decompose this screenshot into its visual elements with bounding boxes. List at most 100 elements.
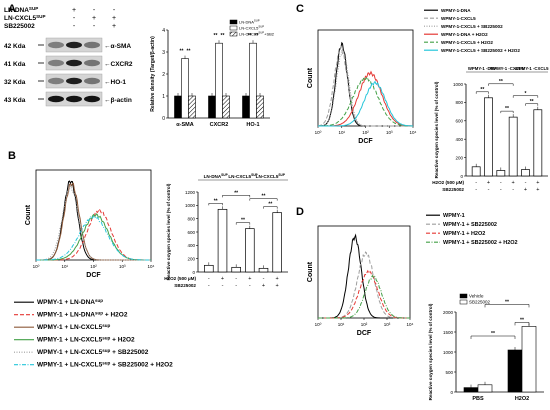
y-axis-label: Reactive oxygen species level (% of cont… (428, 303, 433, 400)
legend-entry: LN-CXCL5SUP (239, 25, 264, 31)
x-tick-label: 10³ (384, 322, 391, 327)
significance-mark: ** (530, 99, 534, 105)
condition-sign: + (536, 180, 539, 186)
treatment-sign: + (92, 15, 96, 22)
histogram-curve (318, 48, 413, 127)
bar (463, 387, 479, 393)
kda-label: 32 Kda (4, 79, 26, 86)
y-tick-label: 500 (445, 370, 453, 375)
legend-entry: WPMY-1-DNA + H2O2 (441, 32, 488, 37)
bar (507, 349, 523, 393)
blot-band (48, 95, 64, 103)
histogram-curve (36, 184, 151, 261)
y-tick-label: 1 (162, 94, 165, 100)
treatment-sign: + (72, 7, 76, 14)
bar (533, 109, 543, 177)
significance-mark: ** (255, 33, 259, 39)
legend-c: WPMY-1-DNA WPMY-1-CXCL5 WPMY-1-CXCL5 + SB2… (424, 8, 520, 53)
legend-entry: WPMY-1 + LN-DNAsup + H2O2 (37, 310, 128, 319)
treatment-label: LN-DNASUP (4, 6, 38, 15)
blot-band (84, 41, 100, 49)
x-tick-label: 10³ (386, 130, 393, 135)
bar (258, 267, 269, 273)
condition-sign: - (525, 180, 527, 186)
bar (242, 95, 250, 119)
x-tick-label: 10⁰ (33, 264, 40, 269)
legend-entry: WPMY-1 + SB225002 (443, 222, 497, 228)
significance-bracket (514, 322, 530, 326)
legend-entry: WPMY-1-CXCL5 + SB225002 (441, 24, 503, 29)
y-tick-label: 400 (187, 243, 195, 248)
significance-mark: ** (520, 317, 524, 323)
kda-label: 42 Kda (4, 43, 26, 50)
legend-entry: WPMY-1 + LN-CXCL5sup + H2O2 (37, 335, 135, 344)
bar-chart-c: 0 200 400 600 800 1000 Reactive oxygen species… (432, 66, 549, 193)
y-tick-label: 1000 (185, 203, 196, 208)
y-tick-label: 800 (455, 100, 463, 105)
significance-mark: ** (499, 79, 503, 85)
plot-frame (317, 225, 411, 319)
treatment-sign: - (73, 23, 76, 30)
significance-bracket (235, 222, 251, 225)
protein-label: ←CXCR2 (104, 61, 133, 68)
legend-entry: WPMY-1 + SB225002 + H2O2 (443, 240, 518, 246)
bar (181, 58, 189, 119)
condition-sign: - (249, 283, 251, 289)
legend-entry: WPMY-1 + LN-CXCL5sup (37, 323, 110, 332)
y-tick-label: 1000 (453, 82, 464, 87)
condition-sign: - (208, 283, 210, 289)
y-tick-label: 3 (162, 50, 165, 56)
bar (471, 166, 481, 177)
condition-label-sb: SB225002 (174, 283, 196, 288)
x-axis-label: DCF (358, 138, 373, 145)
condition-sign: - (475, 187, 477, 193)
y-tick-label: 800 (187, 216, 195, 221)
y-axis-label: Reactive oxygen species level (% of cont… (434, 81, 439, 178)
bar-chart-d: 0 500 1000 1500 2000 Reactive oxygen species … (428, 294, 544, 402)
bar-chart-a: 0 1 2 3 4 Relative density (Target/β-actin) LN… (150, 19, 274, 129)
panel-label-b: B (8, 150, 16, 162)
condition-sign: + (221, 276, 224, 282)
histogram-c: 10⁰ 10¹ 10² 10³ 10⁴ DCF Count (307, 29, 417, 145)
y-axis-label: Count (25, 204, 32, 225)
y-tick-label: 1500 (443, 330, 454, 335)
legend-entry: WPMY-1 + H2O2 (443, 231, 485, 237)
x-tick-label: 10³ (119, 264, 126, 269)
bar (249, 42, 257, 119)
bar (521, 169, 530, 177)
legend-entry: Vehicle (469, 294, 484, 299)
condition-sign: + (536, 187, 539, 193)
legend-entry: WPMY-1 (443, 213, 465, 219)
protein-label: ←HO-1 (104, 79, 126, 86)
panel-label-a: A (8, 3, 16, 15)
bar (272, 212, 282, 273)
bar (521, 326, 537, 393)
significance-bracket (470, 335, 516, 339)
bar (245, 228, 255, 273)
x-tick-label: 10¹ (61, 264, 68, 269)
blot-band (66, 59, 82, 67)
legend-entry: LN-DNASUP (239, 19, 260, 25)
y-tick-label: 0 (460, 174, 463, 179)
significance-mark: ** (505, 299, 509, 305)
condition-sign: - (475, 180, 477, 186)
y-tick-label: 200 (455, 155, 463, 160)
treatment-sign: - (113, 7, 116, 14)
histogram-curve (36, 180, 151, 261)
y-axis-label: Relative density (Target/β-actin) (150, 36, 156, 112)
blot-band (48, 77, 64, 85)
panel-label-d: D (296, 206, 304, 218)
legend-entry: WPMY-1-CXCL5 + SB225002 + H2O2 (441, 48, 520, 53)
significance-mark: ** (241, 218, 245, 224)
x-axis-label: DCF (357, 330, 372, 337)
y-axis-label: Reactive oxygen species level (% of cont… (166, 183, 171, 280)
significance-mark: ** (505, 106, 509, 112)
histogram-curve (317, 45, 413, 127)
condition-sign: + (276, 283, 279, 289)
x-tick-label: PBS (472, 396, 484, 402)
treatment-label: SB225002 (4, 23, 35, 30)
condition-sign: - (263, 276, 265, 282)
condition-sign: - (222, 283, 224, 289)
y-axis-label: Count (307, 261, 314, 282)
legend-entry: WPMY-1-CXCL5 (441, 16, 476, 21)
